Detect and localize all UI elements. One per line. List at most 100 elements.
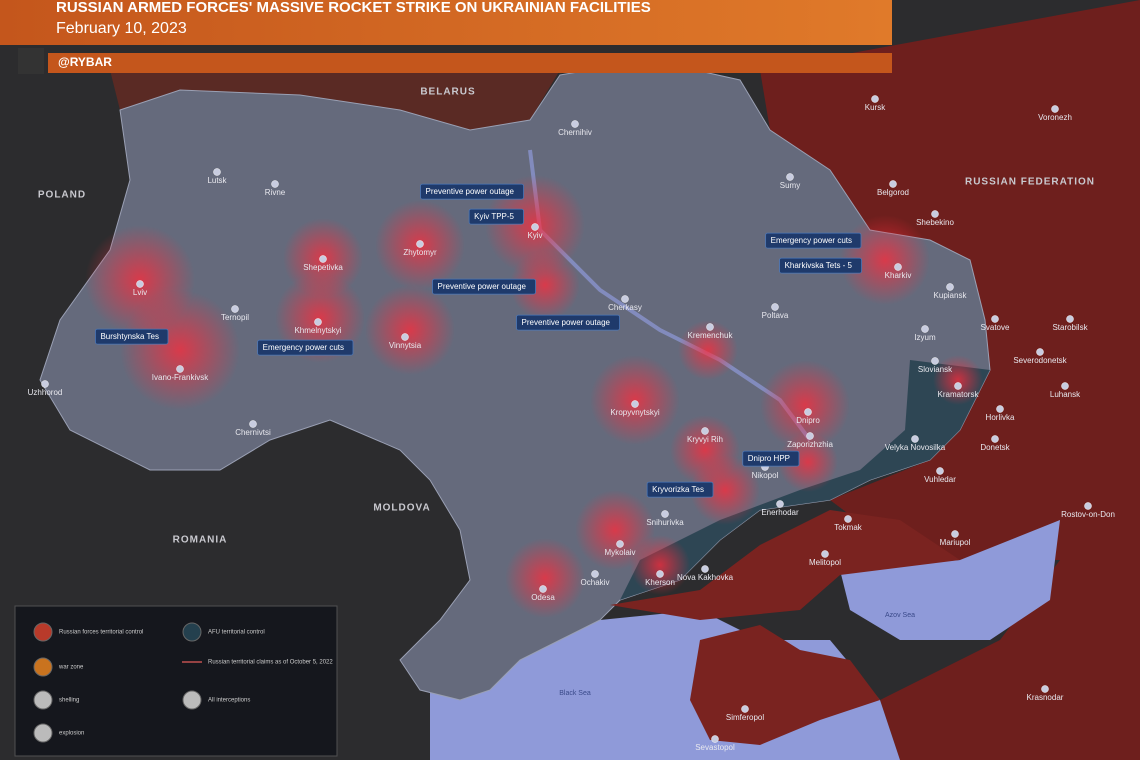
- handle-bar: [48, 53, 892, 73]
- city-label: Belgorod: [877, 188, 909, 197]
- city-marker: [314, 318, 322, 326]
- city-marker: [911, 435, 919, 443]
- afu-front: [620, 360, 990, 600]
- country-label: ROMANIA: [173, 535, 228, 546]
- callout-box: [420, 183, 524, 200]
- city-marker: [401, 333, 409, 341]
- strike-glow: [120, 290, 240, 410]
- country-label: RUSSIAN FEDERATION: [965, 177, 1095, 188]
- city-label: Tokmak: [834, 523, 863, 532]
- russia-area: [760, 0, 1140, 760]
- city-label: Mariupol: [940, 538, 971, 547]
- city-label: Poltava: [762, 311, 789, 320]
- city-label: Kryvyi Rih: [687, 435, 723, 444]
- city-marker: [936, 467, 944, 475]
- city-label: Zhytomyr: [403, 248, 437, 257]
- legend-swatch: [182, 690, 202, 710]
- legend-swatch: [33, 622, 53, 642]
- city-label: Velyka Novosilka: [885, 443, 946, 452]
- legend-swatch: [33, 723, 53, 743]
- city-label: Sumy: [780, 181, 800, 190]
- city-marker: [661, 510, 669, 518]
- city-marker: [889, 180, 897, 188]
- city-label: Chernivtsi: [235, 428, 271, 437]
- city-label: Enerhodar: [761, 508, 799, 517]
- strike-glow: [365, 285, 455, 375]
- city-marker: [271, 180, 279, 188]
- city-label: Severodonetsk: [1013, 356, 1067, 365]
- city-marker: [531, 223, 539, 231]
- city-label: Svatove: [981, 323, 1010, 332]
- city-label: Sloviansk: [918, 365, 953, 374]
- city-marker: [416, 240, 424, 248]
- city-label: Luhansk: [1050, 390, 1081, 399]
- city-label: Kherson: [645, 578, 675, 587]
- city-marker: [1084, 502, 1092, 510]
- callout-label: Kharkivska Tets - 5: [785, 261, 853, 270]
- city-marker: [806, 432, 814, 440]
- handle: @RYBAR: [58, 55, 112, 69]
- city-marker: [776, 500, 784, 508]
- strike-glow: [933, 355, 983, 405]
- strike-glow: [760, 360, 850, 450]
- country-label: BELARUS: [420, 87, 475, 98]
- city-marker: [1061, 382, 1069, 390]
- callout-label: Preventive power outage: [426, 187, 515, 196]
- city-label: Voronezh: [1038, 113, 1072, 122]
- city-marker: [1036, 348, 1044, 356]
- city-marker: [631, 400, 639, 408]
- legend-box: [14, 605, 338, 757]
- city-marker: [621, 295, 629, 303]
- city-label: Ternopil: [221, 313, 249, 322]
- city-marker: [539, 585, 547, 593]
- city-label: Simferopol: [726, 713, 764, 722]
- callout-box: [95, 328, 169, 345]
- strike-glow: [690, 455, 760, 525]
- city-label: Kyiv: [527, 231, 542, 240]
- city-label: Khmelnytskyi: [294, 326, 341, 335]
- city-label: Odesa: [531, 593, 555, 602]
- city-marker: [616, 540, 624, 548]
- city-marker: [1051, 105, 1059, 113]
- city-marker: [176, 365, 184, 373]
- city-label: Krasnodar: [1027, 693, 1064, 702]
- legend-label: explosion: [59, 731, 84, 737]
- legend-swatch: [182, 622, 202, 642]
- city-marker: [711, 735, 719, 743]
- callout-label: Kyiv TPP-5: [474, 212, 514, 221]
- city-marker: [249, 420, 257, 428]
- strike-glow: [678, 320, 738, 380]
- city-marker: [951, 530, 959, 538]
- legend: Russian forces territorial control AFU te…: [33, 622, 333, 743]
- city-label: Snihurivka: [646, 518, 684, 527]
- city-marker: [706, 323, 714, 331]
- callout-label: Emergency power cuts: [263, 343, 344, 352]
- title-bar: [0, 0, 892, 45]
- strike-glows: [85, 175, 983, 618]
- callout-label: Preventive power outage: [438, 282, 527, 291]
- crimea: [690, 625, 880, 745]
- city-label: Ochakiv: [581, 578, 610, 587]
- city-label: Horlivka: [986, 413, 1015, 422]
- sea-label: Azov Sea: [885, 612, 915, 619]
- city-label: Cherkasy: [608, 303, 642, 312]
- legend-label: shelling: [59, 698, 79, 704]
- callout-label: Dnipro HPP: [748, 454, 790, 463]
- callout-label: Kryvorizka Tes: [652, 485, 704, 494]
- callout-label: Emergency power cuts: [771, 236, 852, 245]
- city-marker: [701, 427, 709, 435]
- legend-label: war zone: [58, 665, 84, 671]
- city-marker: [771, 303, 779, 311]
- strike-glow: [840, 215, 930, 305]
- callout-label: Preventive power outage: [522, 318, 611, 327]
- city-marker: [894, 263, 902, 271]
- city-marker: [231, 305, 239, 313]
- callout-box: [779, 257, 862, 274]
- city-label: Rostov-on-Don: [1061, 510, 1115, 519]
- country-label: MOLDOVA: [373, 503, 430, 514]
- city-label: Rivne: [265, 188, 286, 197]
- legend-label: Russian forces territorial control: [59, 630, 143, 636]
- city-marker: [996, 405, 1004, 413]
- callout-box: [432, 278, 536, 295]
- city-marker: [213, 168, 221, 176]
